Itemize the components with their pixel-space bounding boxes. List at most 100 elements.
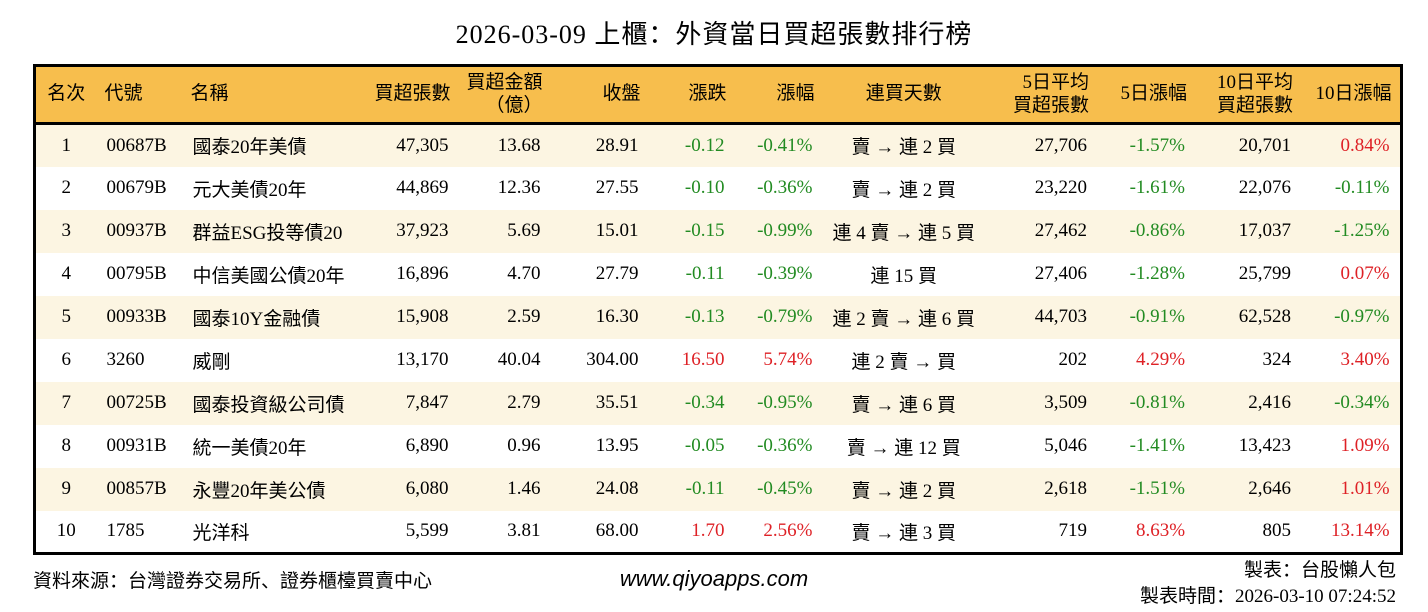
cell-name: 光洋科 bbox=[192, 522, 250, 544]
column-header-name: 名稱 bbox=[182, 65, 361, 125]
cell-close: 68.00 bbox=[595, 520, 639, 542]
cell-pct: 5.74% bbox=[763, 349, 813, 370]
cell-streak: 賣 → 連 6 買 bbox=[851, 394, 957, 416]
cell-avg10: 2,416 bbox=[1248, 392, 1292, 413]
cell-amt: 40.04 bbox=[497, 349, 541, 370]
cell-amt: 5.69 bbox=[507, 220, 541, 241]
table-row: 9 00857B 永豐20年美公債 6,080 1.46 24.08 -0.11 -0.45%… bbox=[34, 467, 1402, 511]
cell-pct10: 3.40% bbox=[1340, 349, 1390, 370]
cell-code: 00725B bbox=[106, 392, 167, 413]
cell-avg10: 324 bbox=[1262, 349, 1292, 370]
cell-pct: -0.95% bbox=[757, 392, 813, 413]
cell-pct5: -0.81% bbox=[1129, 392, 1186, 413]
cell-streak: 賣 → 連 3 買 bbox=[851, 522, 957, 544]
cell-amt: 2.59 bbox=[507, 306, 541, 327]
cell-name: 國泰投資級公司債 bbox=[192, 394, 345, 416]
data-source-note: 資料來源：台灣證券交易所、證券櫃檯買賣中心 bbox=[33, 571, 433, 592]
cell-rank: 9 bbox=[61, 478, 72, 499]
cell-pct5: 4.29% bbox=[1135, 349, 1186, 370]
cell-chg: -0.11 bbox=[685, 263, 725, 284]
cell-avg5: 202 bbox=[1058, 349, 1088, 370]
table-row: 1 00687B 國泰20年美債 47,305 13.68 28.91 -0.12 -0.41… bbox=[34, 123, 1402, 167]
cell-pct10: 1.09% bbox=[1340, 435, 1390, 456]
cell-pct5: -1.57% bbox=[1129, 134, 1186, 156]
cell-rank: 3 bbox=[61, 220, 72, 241]
cell-pct: -0.45% bbox=[757, 478, 813, 499]
cell-code: 00857B bbox=[106, 478, 167, 499]
cell-pct10: -0.11% bbox=[1334, 177, 1390, 198]
cell-pct5: -1.51% bbox=[1129, 478, 1186, 499]
cell-amt: 12.36 bbox=[497, 177, 541, 198]
cell-pct: -0.79% bbox=[757, 306, 813, 327]
cell-close: 16.30 bbox=[595, 306, 639, 327]
cell-amt: 3.81 bbox=[507, 520, 541, 542]
cell-pct5: -1.61% bbox=[1129, 177, 1186, 198]
column-header-avg10: 10日平均 買超張數 bbox=[1195, 65, 1302, 125]
cell-pct5: -0.86% bbox=[1129, 220, 1186, 241]
cell-pct10: -1.25% bbox=[1334, 220, 1390, 241]
cell-pct: 2.56% bbox=[763, 520, 813, 542]
cell-pct: -0.36% bbox=[757, 177, 813, 198]
cell-avg10: 25,799 bbox=[1238, 263, 1292, 284]
cell-amt: 1.46 bbox=[507, 478, 541, 499]
cell-amt: 2.79 bbox=[507, 392, 541, 413]
column-header-rank: 名次 bbox=[34, 65, 97, 125]
cell-vol: 13,170 bbox=[396, 349, 449, 370]
cell-avg5: 2,618 bbox=[1044, 478, 1088, 499]
table-row: 2 00679B 元大美債20年 44,869 12.36 27.55 -0.10 -0.36… bbox=[34, 166, 1402, 210]
cell-amt: 13.68 bbox=[497, 134, 541, 156]
cell-streak: 賣 → 連 2 買 bbox=[851, 179, 957, 201]
column-header-close: 收盤 bbox=[550, 65, 649, 125]
cell-vol: 15,908 bbox=[396, 306, 449, 327]
table-row: 8 00931B 統一美債20年 6,890 0.96 13.95 -0.05 -0.36% 賣… bbox=[34, 424, 1402, 468]
cell-avg5: 719 bbox=[1058, 520, 1088, 542]
cell-code: 00931B bbox=[106, 435, 167, 456]
table-row: 5 00933B 國泰10Y金融債 15,908 2.59 16.30 -0.13 -0.79… bbox=[34, 295, 1402, 339]
cell-vol: 47,305 bbox=[396, 134, 449, 156]
cell-rank: 7 bbox=[61, 392, 72, 413]
cell-name: 群益ESG投等債20 bbox=[192, 222, 343, 244]
cell-name: 統一美債20年 bbox=[192, 437, 307, 459]
table-row: 7 00725B 國泰投資級公司債 7,847 2.79 35.51 -0.34 -0.95%… bbox=[34, 381, 1402, 425]
cell-pct5: -0.91% bbox=[1129, 306, 1186, 327]
cell-avg10: 2,646 bbox=[1248, 478, 1292, 499]
table-header: 名次 代號 名稱 買超張數 買超金額 （億） 收盤 漲跌 漲幅 連買天數 5日平均 買超張數 5日漲… bbox=[34, 65, 1402, 125]
cell-pct5: 8.63% bbox=[1135, 520, 1186, 542]
cell-code: 3260 bbox=[106, 349, 145, 370]
column-header-pct5: 5日漲幅 bbox=[1097, 65, 1196, 125]
cell-avg10: 62,528 bbox=[1238, 306, 1292, 327]
cell-chg: -0.11 bbox=[685, 478, 725, 499]
maker-time-line: 製表時間：2026-03-10 07:24:52 bbox=[1140, 585, 1396, 607]
cell-amt: 4.70 bbox=[507, 263, 541, 284]
cell-avg5: 5,046 bbox=[1044, 435, 1088, 456]
cell-pct5: -1.28% bbox=[1129, 263, 1186, 284]
cell-pct10: 1.01% bbox=[1340, 478, 1390, 499]
cell-chg: -0.13 bbox=[684, 306, 725, 327]
cell-code: 00937B bbox=[106, 220, 167, 241]
cell-code: 00679B bbox=[106, 177, 167, 198]
cell-vol: 44,869 bbox=[396, 177, 449, 198]
cell-chg: -0.10 bbox=[684, 177, 725, 198]
cell-rank: 4 bbox=[61, 263, 72, 284]
column-header-code: 代號 bbox=[96, 65, 183, 125]
cell-rank: 5 bbox=[61, 306, 72, 327]
cell-chg: -0.15 bbox=[684, 220, 725, 241]
report-maker-note: 製表：台股懶人包 製表時間：2026-03-10 07:24:52 bbox=[1140, 558, 1396, 609]
cell-pct: -0.36% bbox=[757, 435, 813, 456]
cell-avg5: 3,509 bbox=[1044, 392, 1088, 413]
cell-streak: 賣 → 連 12 買 bbox=[846, 437, 961, 459]
cell-amt: 0.96 bbox=[507, 435, 541, 456]
column-header-chg: 漲跌 bbox=[648, 65, 735, 125]
cell-pct: -0.41% bbox=[757, 134, 813, 156]
cell-pct10: -0.97% bbox=[1334, 306, 1390, 327]
cell-code: 00687B bbox=[106, 134, 167, 156]
column-header-streak: 連買天數 bbox=[822, 65, 986, 125]
cell-rank: 2 bbox=[61, 177, 72, 198]
page-title: 2026-03-09 上櫃：外資當日買超張數排行榜 bbox=[455, 20, 973, 49]
cell-avg10: 805 bbox=[1262, 520, 1292, 542]
cell-chg: 1.70 bbox=[691, 520, 725, 542]
cell-avg5: 44,703 bbox=[1034, 306, 1088, 327]
cell-streak: 連 15 買 bbox=[870, 265, 938, 287]
column-header-amt: 買超金額 （億） bbox=[458, 65, 551, 125]
cell-avg5: 27,406 bbox=[1034, 263, 1088, 284]
